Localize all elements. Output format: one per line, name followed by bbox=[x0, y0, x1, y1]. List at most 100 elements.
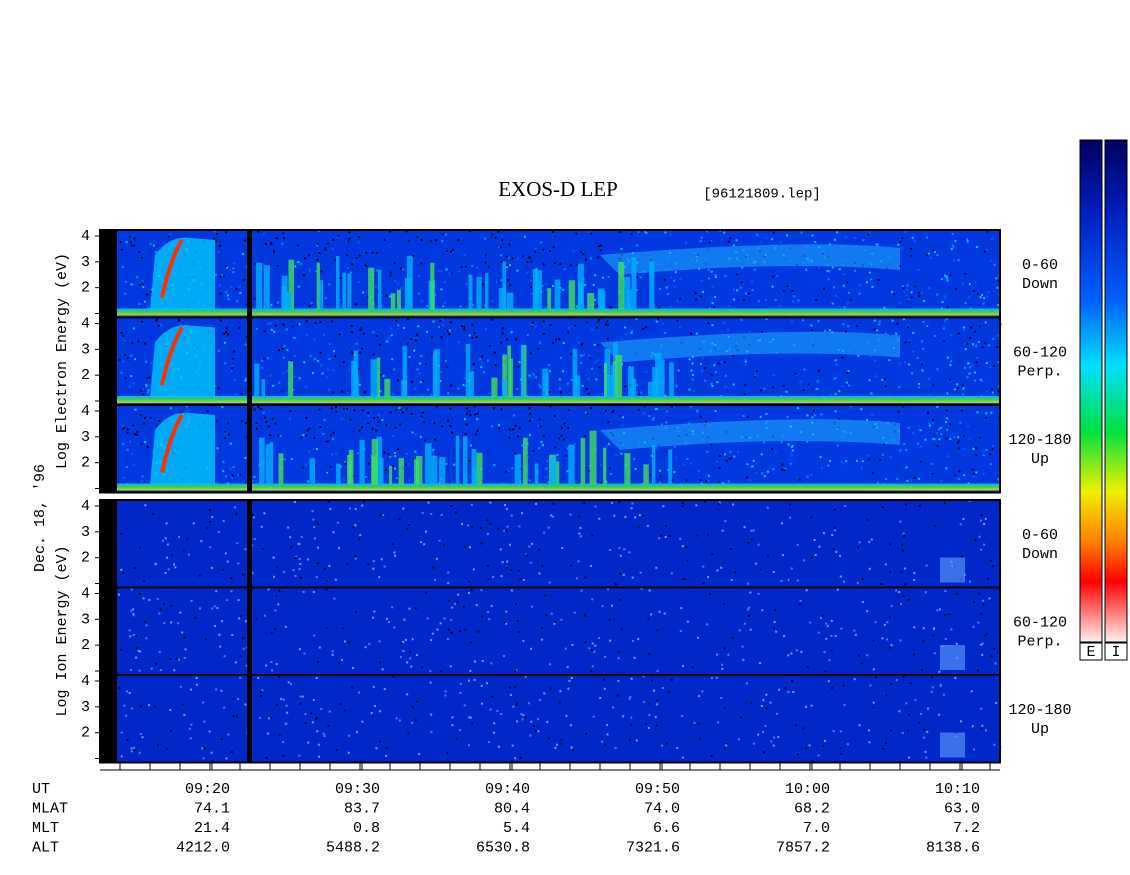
speckle bbox=[560, 618, 563, 621]
file-label: [96121809.lep] bbox=[703, 187, 821, 203]
speckle bbox=[378, 576, 381, 579]
speckle bbox=[973, 600, 976, 603]
speckle bbox=[943, 502, 946, 505]
speckle bbox=[498, 427, 501, 430]
speckle bbox=[328, 710, 331, 713]
burst bbox=[455, 435, 460, 485]
speckle bbox=[223, 332, 226, 335]
diffuse-feature bbox=[600, 419, 900, 450]
speckle bbox=[263, 512, 266, 515]
speckle bbox=[531, 321, 534, 324]
ephemeris-value: 6.6 bbox=[653, 820, 680, 837]
speckle bbox=[708, 241, 711, 244]
speckle bbox=[681, 715, 684, 718]
burst bbox=[378, 457, 384, 485]
speckle bbox=[982, 599, 985, 602]
speckle bbox=[679, 537, 682, 540]
speckle bbox=[314, 479, 317, 482]
speckle bbox=[699, 737, 702, 740]
speckle bbox=[861, 460, 864, 463]
burst bbox=[545, 375, 549, 397]
speckle bbox=[497, 527, 500, 530]
speckle bbox=[962, 328, 965, 331]
electron-axis-label: Log Electron Energy (eV) bbox=[54, 253, 71, 469]
row-label: UT bbox=[32, 781, 50, 798]
speckle bbox=[957, 332, 960, 335]
speckle bbox=[890, 683, 893, 686]
speckle bbox=[763, 387, 766, 390]
speckle bbox=[341, 627, 344, 630]
speckle bbox=[552, 245, 555, 248]
speckle bbox=[754, 375, 757, 378]
speckle bbox=[723, 747, 726, 750]
speckle bbox=[754, 374, 757, 377]
speckle bbox=[181, 703, 184, 706]
speckle bbox=[550, 612, 553, 615]
speckle bbox=[328, 343, 331, 346]
speckle bbox=[659, 287, 662, 290]
speckle bbox=[142, 597, 145, 600]
speckle bbox=[389, 274, 392, 277]
speckle bbox=[232, 697, 235, 700]
speckle bbox=[905, 466, 908, 469]
speckle bbox=[137, 649, 140, 652]
y-tick-label: 3 bbox=[81, 699, 90, 716]
speckle bbox=[975, 343, 978, 346]
speckle bbox=[462, 605, 465, 608]
speckle bbox=[489, 501, 492, 504]
speckle bbox=[522, 579, 525, 582]
speckle bbox=[664, 394, 667, 397]
speckle bbox=[365, 475, 368, 478]
speckle bbox=[679, 297, 682, 300]
speckle bbox=[332, 431, 335, 434]
speckle bbox=[259, 408, 262, 411]
speckle bbox=[878, 323, 881, 326]
burst bbox=[431, 455, 438, 485]
speckle bbox=[770, 740, 773, 743]
speckle bbox=[956, 441, 959, 444]
burst bbox=[628, 366, 634, 397]
speckle bbox=[609, 366, 612, 369]
speckle bbox=[468, 410, 471, 413]
burst bbox=[401, 380, 408, 397]
speckle bbox=[146, 391, 149, 394]
speckle bbox=[474, 413, 477, 416]
speckle bbox=[323, 735, 326, 738]
speckle bbox=[350, 350, 353, 353]
speckle bbox=[698, 695, 701, 698]
speckle bbox=[134, 433, 137, 436]
speckle bbox=[303, 361, 306, 364]
speckle bbox=[878, 320, 881, 323]
speckle bbox=[644, 231, 647, 234]
speckle bbox=[618, 415, 621, 418]
speckle bbox=[658, 610, 661, 613]
speckle bbox=[628, 551, 631, 554]
speckle bbox=[623, 548, 626, 551]
speckle bbox=[300, 535, 303, 538]
speckle bbox=[397, 282, 400, 285]
speckle bbox=[338, 303, 341, 306]
speckle bbox=[809, 621, 812, 624]
speckle bbox=[278, 675, 281, 678]
speckle bbox=[427, 388, 430, 391]
speckle bbox=[720, 360, 723, 363]
speckle bbox=[868, 379, 871, 382]
speckle bbox=[449, 250, 452, 253]
faint-feature bbox=[940, 645, 965, 670]
speckle bbox=[448, 329, 451, 332]
speckle bbox=[676, 320, 679, 323]
speckle bbox=[357, 691, 360, 694]
speckle bbox=[907, 426, 910, 429]
speckle bbox=[757, 234, 760, 237]
burst bbox=[406, 255, 413, 310]
speckle bbox=[206, 526, 209, 529]
speckle bbox=[577, 560, 580, 563]
speckle bbox=[121, 424, 124, 427]
speckle bbox=[871, 285, 874, 288]
speckle bbox=[532, 449, 535, 452]
speckle bbox=[414, 387, 417, 390]
speckle bbox=[871, 393, 874, 396]
speckle bbox=[830, 634, 833, 637]
speckle bbox=[445, 462, 448, 465]
speckle bbox=[166, 543, 169, 546]
